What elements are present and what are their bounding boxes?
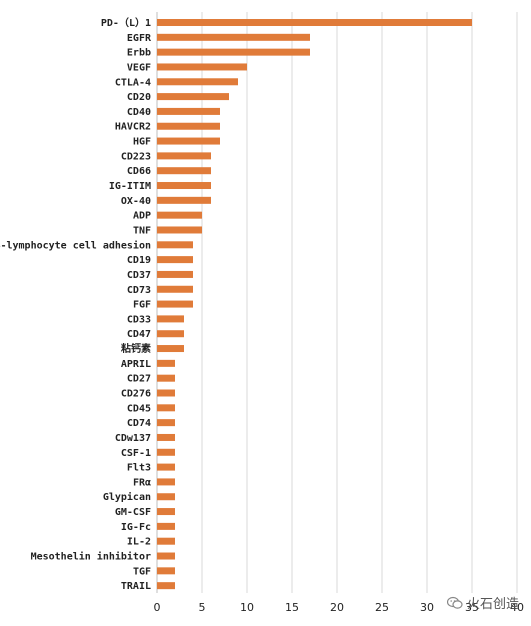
category-label: CD276: [121, 389, 151, 400]
category-label: Flt3: [127, 463, 151, 474]
x-tick-label: 30: [420, 601, 434, 614]
bar: [157, 270, 193, 278]
bar: [157, 359, 175, 367]
bar: [157, 493, 175, 501]
x-tick-label: 15: [285, 601, 299, 614]
category-label: TGF: [133, 566, 151, 577]
bar: [157, 182, 211, 190]
category-label: CD45: [127, 403, 151, 414]
category-label: CTLA-4: [115, 77, 151, 88]
bar: [157, 537, 175, 545]
bar: [157, 226, 202, 234]
x-tick-label: 40: [510, 601, 524, 614]
bar: [157, 582, 175, 590]
category-label: CD74: [127, 418, 151, 429]
bar: [157, 78, 238, 86]
bar: [157, 567, 175, 575]
bar: [157, 107, 220, 115]
x-tick-labels: 0 5 10 15 20 25 30 35 40: [154, 601, 525, 614]
x-tick-label: 0: [154, 601, 161, 614]
category-label: CD19: [127, 255, 151, 266]
bar: [157, 196, 211, 204]
bar: [157, 448, 175, 456]
category-label: 粘钙素: [121, 342, 151, 355]
bar: [157, 93, 229, 101]
bar: [157, 285, 193, 293]
x-tick-label: 25: [375, 601, 389, 614]
category-label: CD40: [127, 107, 151, 118]
category-label: Glypican: [103, 491, 151, 503]
category-label: Mesothelin inhibitor: [31, 551, 151, 563]
watermark-text: 火石创造: [466, 597, 519, 612]
x-tick-label: 5: [199, 601, 206, 614]
bar: [157, 478, 175, 486]
bar: [157, 330, 184, 338]
x-tick-label: 10: [240, 601, 254, 614]
category-label: CSF-1: [121, 448, 151, 459]
bar: [157, 152, 211, 160]
category-label: CD37: [127, 270, 151, 281]
category-label: HAVCR2: [115, 122, 151, 133]
category-label: FRα: [133, 477, 151, 488]
category-label: VEGF: [127, 62, 151, 73]
watermark: 火石创造: [446, 593, 519, 612]
category-label: Erbb: [127, 48, 151, 59]
category-label: GM-CSF: [115, 507, 151, 518]
category-labels: PD-（L）1 EGFR Erbb VEGF CTLA-4 CD20 CD40 HAVCR2 H…: [0, 16, 152, 592]
bar: [157, 404, 175, 412]
bar: [157, 256, 193, 264]
bar: [157, 315, 184, 323]
category-label: CD66: [127, 166, 151, 177]
bar: [157, 211, 202, 219]
bar: [157, 389, 175, 397]
x-tick-label: 35: [465, 601, 479, 614]
category-label: IG-ITIM: [109, 181, 151, 192]
category-label: EGFR: [127, 33, 152, 44]
bar: [157, 19, 472, 26]
bars: [157, 19, 472, 590]
category-label: CD73: [127, 285, 151, 296]
category-label: TRAIL: [121, 581, 151, 592]
category-label: B-lymphocyte cell adhesion: [0, 239, 151, 251]
category-label: APRIL: [121, 359, 151, 370]
category-label: ADP: [133, 211, 151, 222]
bar: [157, 241, 193, 249]
category-label: IL-2: [127, 537, 151, 548]
bar: [157, 122, 220, 130]
bar: [157, 167, 211, 175]
bar: [157, 508, 175, 516]
category-label: PD-（L）1: [101, 16, 151, 29]
category-label: CD27: [127, 374, 151, 385]
x-tick-label: 20: [330, 601, 344, 614]
bar: [157, 522, 175, 530]
category-label: TNF: [133, 225, 151, 236]
category-label: CD47: [127, 329, 151, 340]
bar: [157, 374, 175, 382]
wechat-icon: [446, 596, 463, 609]
bar: [157, 433, 175, 441]
category-label: CD223: [121, 151, 151, 162]
category-label: HGF: [133, 137, 151, 148]
category-label: CD20: [127, 92, 151, 103]
bar: [157, 419, 175, 427]
bar: [157, 137, 220, 145]
category-label: CDw137: [115, 433, 151, 444]
bar: [157, 33, 310, 41]
category-label: OX-40: [121, 196, 151, 207]
bar: [157, 463, 175, 471]
category-label: CD33: [127, 314, 151, 325]
bar: [157, 552, 175, 560]
category-label: IG-Fc: [121, 522, 151, 533]
bar: [157, 300, 193, 308]
bar: [157, 48, 310, 56]
bar: [157, 345, 184, 353]
bar: [157, 63, 247, 71]
category-label: FGF: [133, 300, 151, 311]
